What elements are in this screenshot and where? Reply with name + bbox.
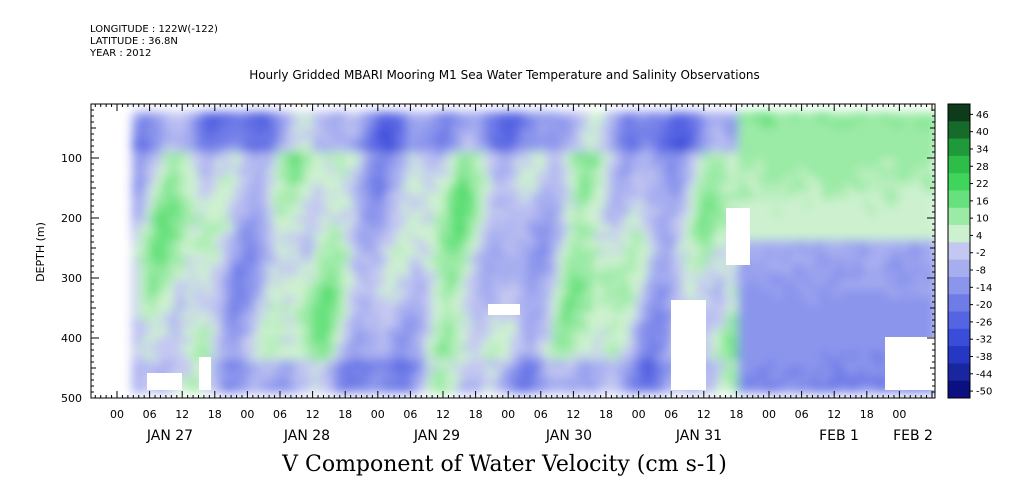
date-label: JAN 30 <box>545 428 592 444</box>
date-label: JAN 28 <box>283 428 330 444</box>
longitude-label: LONGITUDE : 122W(-122) <box>90 24 218 35</box>
colorbar-label: -44 <box>976 369 992 380</box>
y-tick-label: 200 <box>61 212 82 225</box>
colorbar-label: 46 <box>976 110 989 121</box>
colorbar-label: -26 <box>976 317 992 328</box>
year-label: YEAR : 2012 <box>90 48 152 59</box>
x-tick-label: 18 <box>469 408 483 421</box>
colorbar-label: 22 <box>976 179 989 190</box>
colorbar-segment <box>948 121 970 140</box>
velocity-field <box>132 112 935 393</box>
date-label: JAN 29 <box>413 428 460 444</box>
x-tick-label: 00 <box>632 408 646 421</box>
colorbar-label: 4 <box>976 231 982 242</box>
x-tick-label: 06 <box>534 408 548 421</box>
colorbar-segment <box>948 276 970 295</box>
x-tick-label: 18 <box>860 408 874 421</box>
date-label: JAN 31 <box>675 428 722 444</box>
colorbar-segment <box>948 259 970 278</box>
colorbar-label: -50 <box>976 387 992 398</box>
colorbar-segment <box>948 225 970 243</box>
x-tick-label: 18 <box>599 408 613 421</box>
colorbar-label: 10 <box>976 214 989 225</box>
y-axis-label: DEPTH (m) <box>34 222 47 282</box>
latitude-label: LATITUDE : 36.8N <box>90 36 178 47</box>
colorbar-segment <box>948 328 970 347</box>
x-tick-label: 00 <box>501 408 515 421</box>
colorbar-label: -14 <box>976 283 992 294</box>
chart-title: Hourly Gridded MBARI Mooring M1 Sea Wate… <box>249 68 760 82</box>
x-tick-label: 12 <box>306 408 320 421</box>
colorbar-label: -32 <box>976 335 992 346</box>
x-tick-label: 00 <box>110 408 124 421</box>
x-tick-label: 12 <box>436 408 450 421</box>
date-label: FEB 2 <box>893 428 933 444</box>
y-tick-label: 300 <box>61 272 82 285</box>
x-tick-label: 06 <box>403 408 417 421</box>
date-label: JAN 27 <box>146 428 193 444</box>
date-label: FEB 1 <box>819 428 859 444</box>
colorbar-label: -2 <box>976 248 986 259</box>
colorbar-segment <box>948 242 970 261</box>
colorbar-segment <box>948 104 970 122</box>
colorbar-segment <box>948 207 970 226</box>
x-tick-label: 12 <box>566 408 580 421</box>
x-tick-label: 00 <box>371 408 385 421</box>
x-tick-label: 12 <box>697 408 711 421</box>
colorbar-segment <box>948 294 970 313</box>
colorbar-segment <box>948 346 970 364</box>
x-tick-label: 06 <box>664 408 678 421</box>
colorbar-segment <box>948 155 970 174</box>
x-tick-label: 00 <box>762 408 776 421</box>
variable-title: V Component of Water Velocity (cm s-1) <box>282 452 727 477</box>
x-tick-label: 12 <box>175 408 189 421</box>
colorbar-segment <box>948 173 970 191</box>
colorbar-label: 40 <box>976 127 989 138</box>
colorbar-segment <box>948 190 970 209</box>
colorbar-label: -38 <box>976 352 992 363</box>
x-tick-label: 06 <box>273 408 287 421</box>
y-tick-label: 100 <box>61 152 82 165</box>
y-tick-label: 500 <box>61 392 82 405</box>
y-tick-label: 400 <box>61 332 82 345</box>
colorbar-segment <box>948 363 970 382</box>
x-tick-label: 18 <box>338 408 352 421</box>
colorbar: 46 40 34 28 22 16 10 4 -2 -8 -14 -20 -26 -32 -38 -44 -50 <box>947 103 992 399</box>
colorbar-label: 28 <box>976 162 989 173</box>
colorbar-segment <box>948 138 970 157</box>
x-tick-label: 18 <box>208 408 222 421</box>
x-tick-label: 18 <box>729 408 743 421</box>
colorbar-label: -20 <box>976 300 992 311</box>
colorbar-label: 16 <box>976 196 989 207</box>
x-tick-label: 06 <box>143 408 157 421</box>
x-tick-label: 06 <box>795 408 809 421</box>
colorbar-label: 34 <box>976 144 989 155</box>
plot-frame <box>90 103 936 399</box>
x-tick-label: 00 <box>240 408 254 421</box>
colorbar-segment <box>948 311 970 330</box>
colorbar-segment <box>948 380 970 399</box>
x-tick-label: 12 <box>827 408 841 421</box>
colorbar-label: -8 <box>976 266 986 277</box>
x-tick-label: 00 <box>892 408 906 421</box>
